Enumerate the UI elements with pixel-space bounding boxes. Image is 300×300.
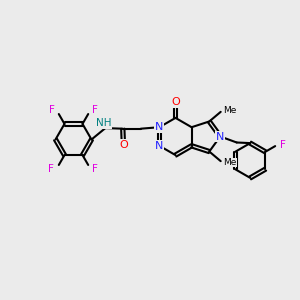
Text: O: O bbox=[171, 97, 180, 107]
Text: F: F bbox=[92, 164, 98, 175]
Text: F: F bbox=[92, 104, 98, 115]
Text: F: F bbox=[48, 164, 54, 174]
Text: F: F bbox=[280, 140, 286, 150]
Text: Me: Me bbox=[223, 106, 236, 115]
Text: NH: NH bbox=[96, 118, 112, 128]
Text: F: F bbox=[49, 104, 55, 115]
Text: O: O bbox=[119, 140, 128, 150]
Text: Me: Me bbox=[223, 158, 236, 167]
Text: N: N bbox=[155, 141, 164, 151]
Text: N: N bbox=[216, 131, 224, 142]
Text: N: N bbox=[155, 122, 164, 132]
